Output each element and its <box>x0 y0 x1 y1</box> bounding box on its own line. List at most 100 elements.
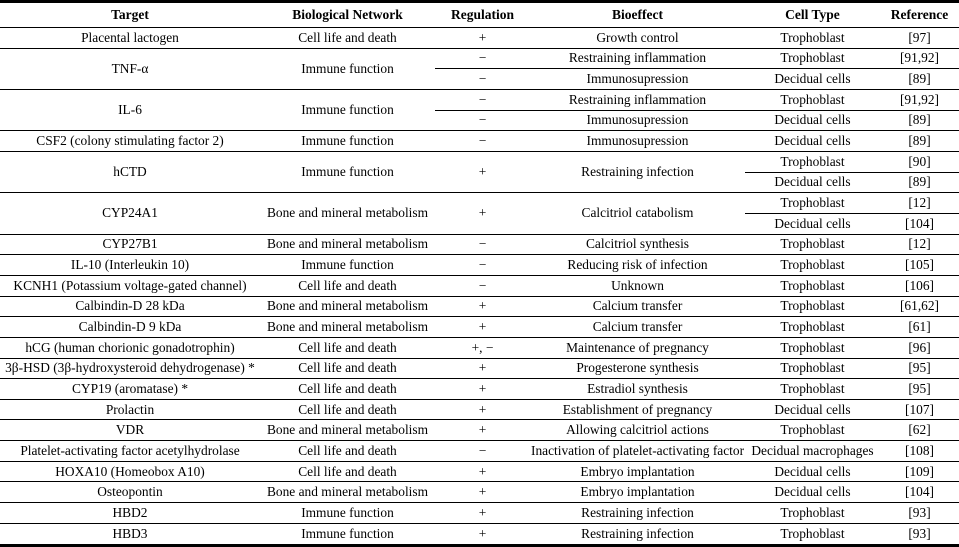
cell-celltype: Trophoblast <box>745 48 880 70</box>
cell-celltype: Trophoblast <box>745 254 880 276</box>
table-row: VDR Bone and mineral metabolism + Allowing … <box>0 419 959 442</box>
cell-celltype: Trophoblast <box>745 234 880 256</box>
cell-reference: [12] <box>880 234 959 256</box>
cell-bioeffect: Restraining infection <box>530 151 745 194</box>
cell-reference: [89] <box>880 172 959 194</box>
cell-regulation: + <box>435 358 530 380</box>
cell-reference: [96] <box>880 337 959 359</box>
cell-reference: [89] <box>880 68 959 90</box>
cell-target: Osteopontin <box>0 481 260 504</box>
cell-network: Immune function <box>260 254 435 276</box>
cell-reference: [105] <box>880 254 959 276</box>
cell-reference: [61,62] <box>880 296 959 318</box>
table-row: HBD3 Immune function + Restraining infectio… <box>0 523 959 547</box>
cell-reference: [97] <box>880 27 959 49</box>
cell-target: hCTD <box>0 151 260 194</box>
cell-reference: [95] <box>880 358 959 380</box>
table-row: Platelet-activating factor acetylhydrola… <box>0 440 959 462</box>
cell-regulation: − <box>435 48 530 70</box>
cell-reference: [91,92] <box>880 48 959 70</box>
cell-bioeffect: Allowing calcitriol actions <box>530 419 745 442</box>
cell-network: Bone and mineral metabolism <box>260 296 435 318</box>
cell-bioeffect: Calcitriol catabolism <box>530 192 745 235</box>
cell-celltype: Trophoblast <box>745 337 880 359</box>
cell-regulation: + <box>435 399 530 421</box>
cell-network: Cell life and death <box>260 27 435 49</box>
cell-network: Cell life and death <box>260 399 435 421</box>
table-row: Decidual cells [104] <box>0 213 959 235</box>
cell-regulation: − <box>435 110 530 132</box>
cell-celltype: Trophoblast <box>745 27 880 49</box>
cell-network: Cell life and death <box>260 337 435 359</box>
cell-reference: [104] <box>880 213 959 235</box>
cell-bioeffect: Growth control <box>530 27 745 49</box>
cell-network: Bone and mineral metabolism <box>260 234 435 256</box>
cell-reference: [93] <box>880 502 959 524</box>
cell-regulation: − <box>435 89 530 111</box>
col-header-bioeffect: Bioeffect <box>530 1 745 28</box>
cell-target: Platelet-activating factor acetylhydrola… <box>0 440 260 462</box>
cell-network: Immune function <box>260 523 435 547</box>
cell-bioeffect: Establishment of pregnancy <box>530 399 745 421</box>
cell-network: Cell life and death <box>260 378 435 400</box>
cell-target: IL-10 (Interleukin 10) <box>0 254 260 276</box>
cell-bioeffect: Maintenance of pregnancy <box>530 337 745 359</box>
cell-celltype: Trophoblast <box>745 316 880 338</box>
cell-bioeffect: Restraining inflammation <box>530 48 745 70</box>
cell-celltype: Trophoblast <box>745 192 880 214</box>
cell-network: Cell life and death <box>260 275 435 297</box>
cell-celltype: Decidual cells <box>745 399 880 421</box>
cell-network: Bone and mineral metabolism <box>260 481 435 504</box>
cell-regulation: + <box>435 316 530 338</box>
cell-reference: [106] <box>880 275 959 297</box>
cell-bioeffect: Embryo implantation <box>530 481 745 504</box>
cell-celltype: Trophoblast <box>745 419 880 442</box>
cell-target: hCG (human chorionic gonadotrophin) <box>0 337 260 359</box>
cell-bioeffect: Reducing risk of infection <box>530 254 745 276</box>
cell-regulation: − <box>435 254 530 276</box>
table-row: HOXA10 (Homeobox A10) Cell life and death… <box>0 461 959 483</box>
cell-bioeffect: Unknown <box>530 275 745 297</box>
table-row: HBD2 Immune function + Restraining infectio… <box>0 502 959 524</box>
cell-celltype: Trophoblast <box>745 358 880 380</box>
cell-target: IL-6 <box>0 89 260 132</box>
cell-regulation: − <box>435 68 530 90</box>
cell-network: Cell life and death <box>260 440 435 462</box>
cell-network: Immune function <box>260 89 435 132</box>
cell-reference: [108] <box>880 440 959 462</box>
table-row: CYP27B1 Bone and mineral metabolism − Calci… <box>0 234 959 256</box>
cell-regulation: − <box>435 440 530 462</box>
table-row: Osteopontin Bone and mineral metabolism + E… <box>0 481 959 504</box>
cell-reference: [90] <box>880 151 959 173</box>
cell-bioeffect: Immunosupression <box>530 130 745 152</box>
cell-target: Placental lactogen <box>0 27 260 49</box>
cell-regulation: + <box>435 378 530 400</box>
col-header-target: Target <box>0 1 260 28</box>
col-header-celltype: Cell Type <box>745 1 880 28</box>
table-row: − Immunosupression Decidual cells [89] <box>0 68 959 90</box>
cell-celltype: Decidual macrophages <box>745 440 880 462</box>
cell-reference: [12] <box>880 192 959 214</box>
cell-reference: [91,92] <box>880 89 959 111</box>
cell-bioeffect: Calcitriol synthesis <box>530 234 745 256</box>
col-header-reference: Reference <box>880 1 959 28</box>
cell-regulation: + <box>435 481 530 504</box>
cell-celltype: Trophoblast <box>745 523 880 547</box>
cell-bioeffect: Calcium transfer <box>530 296 745 318</box>
table-row: 3β-HSD (3β-hydroxysteroid dehydrogenase)… <box>0 358 959 380</box>
table-row: Calbindin-D 9 kDa Bone and mineral metabo… <box>0 316 959 338</box>
cell-regulation: + <box>435 296 530 318</box>
cell-target: 3β-HSD (3β-hydroxysteroid dehydrogenase)… <box>0 358 260 380</box>
table-row: TNF-α Immune function − Restraining inflamm… <box>0 48 959 90</box>
cell-regulation: + <box>435 27 530 49</box>
table-row: CYP19 (aromatase) * Cell life and death + E… <box>0 378 959 400</box>
cell-target: TNF-α <box>0 48 260 90</box>
table-row: KCNH1 (Potassium voltage-gated channel) C… <box>0 275 959 297</box>
table-row: IL-10 (Interleukin 10) Immune function − Re… <box>0 254 959 276</box>
cell-network: Bone and mineral metabolism <box>260 316 435 338</box>
cell-celltype: Decidual cells <box>745 130 880 152</box>
table-row: Decidual cells [89] <box>0 172 959 194</box>
cell-reference: [93] <box>880 523 959 547</box>
